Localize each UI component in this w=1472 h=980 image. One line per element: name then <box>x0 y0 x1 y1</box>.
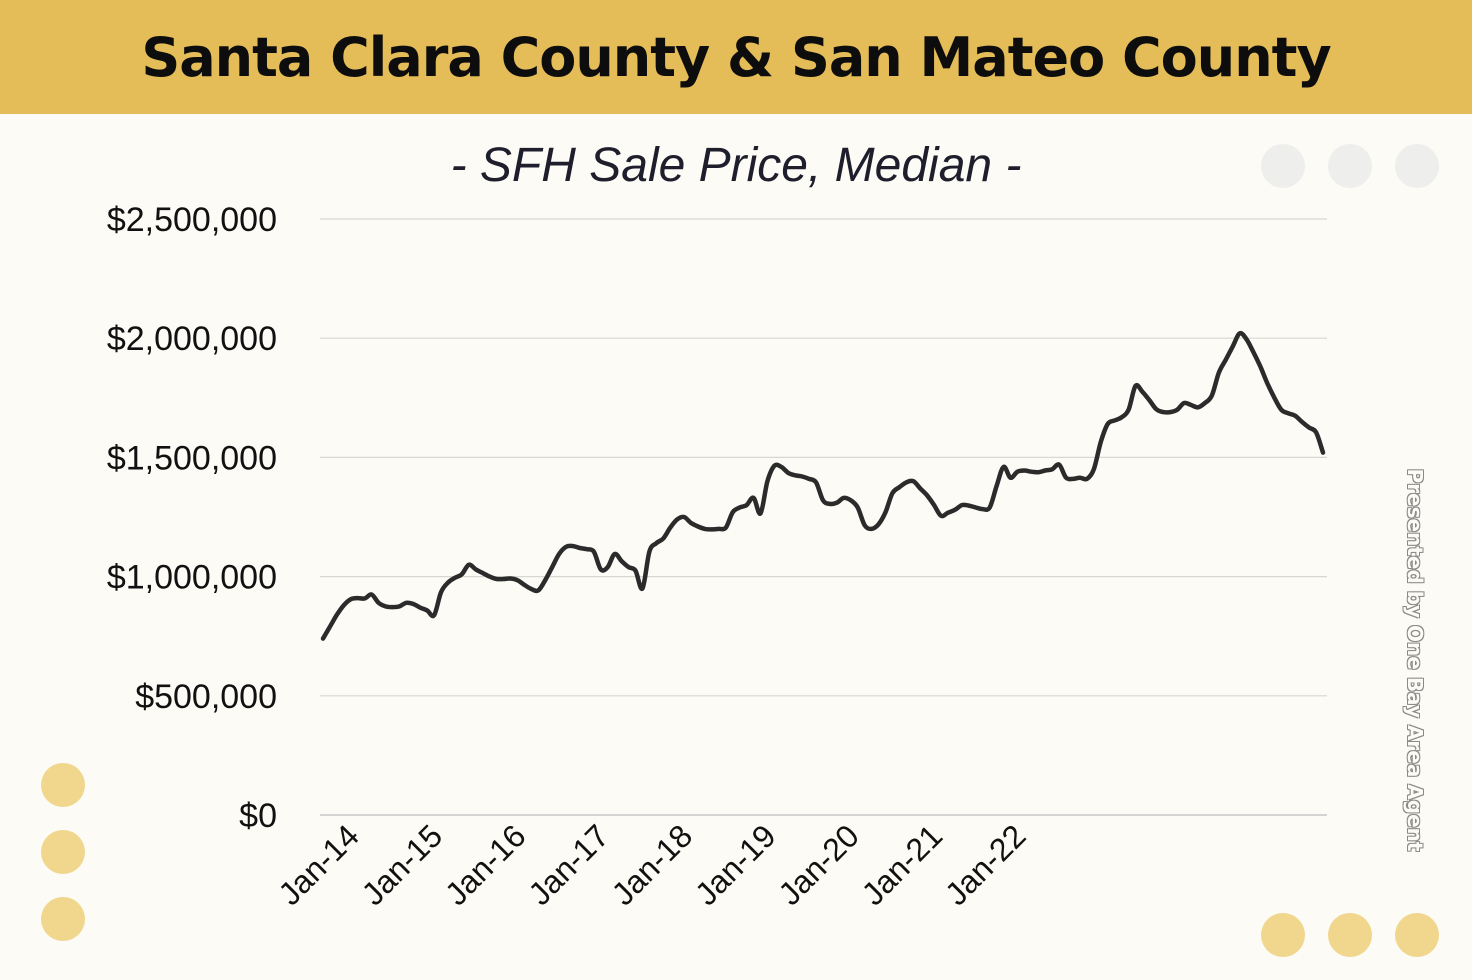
y-tick-label: $1,500,000 <box>107 439 277 477</box>
x-tick-label: Jan-22 <box>938 817 1033 912</box>
decorative-dot <box>1395 144 1439 188</box>
x-tick-label: Jan-16 <box>438 817 533 912</box>
x-tick-label: Jan-17 <box>521 817 616 912</box>
watermark: Presented by One Bay Area Agent <box>1403 468 1427 852</box>
chart-title: - SFH Sale Price, Median - <box>450 139 1022 192</box>
x-tick-label: Jan-21 <box>855 817 950 912</box>
series-line-sfh-median-price <box>320 330 1326 641</box>
decorative-dot <box>1395 913 1439 957</box>
x-tick-label: Jan-20 <box>771 817 866 912</box>
decorative-dot <box>1328 913 1372 957</box>
x-tick-label: Jan-18 <box>605 817 700 912</box>
y-tick-label: $2,500,000 <box>107 201 277 239</box>
decorative-dot <box>41 897 85 941</box>
header-banner: Santa Clara County & San Mateo County <box>0 0 1472 114</box>
decorative-dot <box>1328 144 1372 188</box>
decorative-dot <box>41 763 85 807</box>
y-tick-label: $500,000 <box>135 678 277 716</box>
decorative-dot <box>41 830 85 874</box>
x-tick-label: Jan-14 <box>271 817 366 912</box>
y-tick-label: $1,000,000 <box>107 559 277 597</box>
x-tick-label: Jan-15 <box>355 817 450 912</box>
y-tick-label: $0 <box>239 797 277 835</box>
y-tick-label: $2,000,000 <box>107 320 277 358</box>
decorative-dot <box>1261 144 1305 188</box>
page-title: Santa Clara County & San Mateo County <box>141 25 1331 89</box>
x-tick-label: Jan-19 <box>688 817 783 912</box>
decorative-dot <box>1261 913 1305 957</box>
